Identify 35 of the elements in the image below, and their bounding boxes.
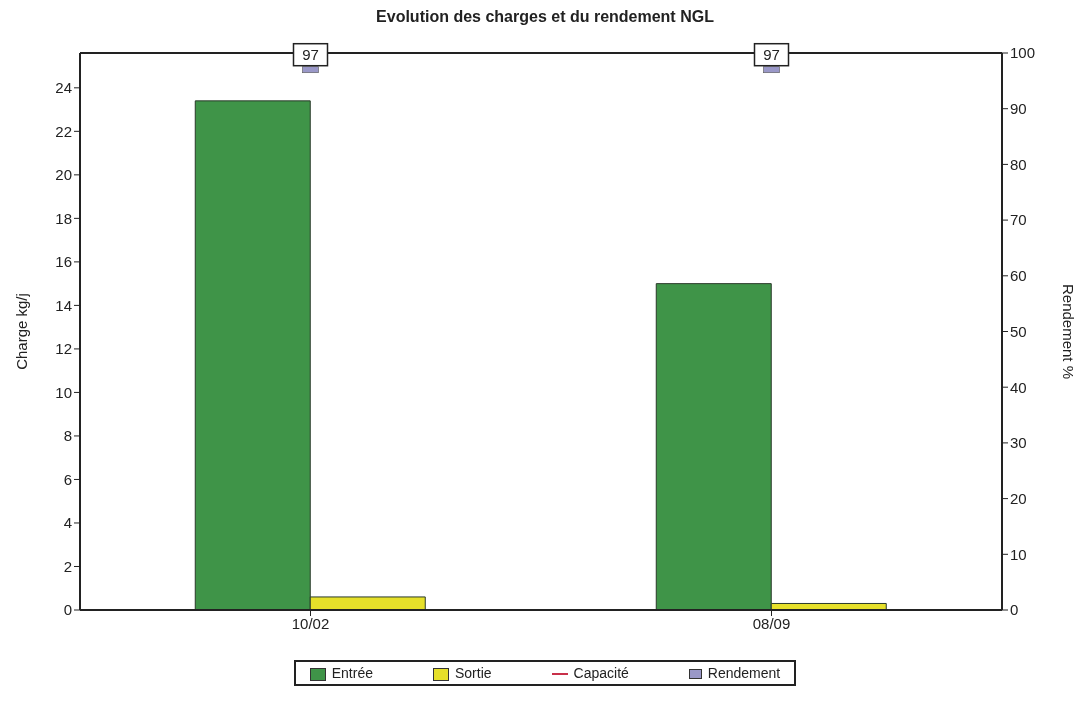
legend-label: Sortie	[454, 665, 492, 681]
y-tick-label: 0	[63, 601, 72, 619]
y2-tick-label: 80	[1010, 155, 1027, 173]
x-tick-label: 08/09	[752, 614, 791, 632]
y-tick-label: 14	[55, 296, 72, 314]
y2-tick-label: 50	[1010, 322, 1027, 340]
y2-axis-title: Rendement %	[1059, 283, 1077, 380]
y-tick-label: 24	[55, 79, 72, 97]
x-tick-label: 10/02	[291, 614, 330, 632]
data-label: 97	[763, 45, 780, 63]
y2-tick-label: 70	[1010, 211, 1027, 229]
y-tick-label: 8	[63, 427, 72, 445]
legend-label: Capacité	[572, 665, 629, 681]
y-tick-label: 20	[55, 166, 72, 184]
y-tick-label: 16	[55, 253, 72, 271]
y-tick-label: 18	[55, 209, 72, 227]
y-axis-title: Charge kg/j	[13, 293, 31, 370]
data-label: 97	[302, 45, 319, 63]
legend-label: Rendement	[706, 665, 781, 681]
chart-title: Evolution des charges et du rendement NGL	[375, 8, 715, 27]
y-tick-label: 4	[63, 514, 72, 532]
y2-tick-label: 0	[1010, 601, 1019, 619]
y-tick-label: 12	[55, 340, 72, 358]
y-tick-label: 10	[55, 383, 72, 401]
y2-tick-label: 30	[1010, 434, 1027, 452]
y2-tick-label: 40	[1010, 378, 1027, 396]
y2-tick-label: 20	[1010, 489, 1027, 507]
y-tick-label: 6	[63, 470, 72, 488]
y2-tick-label: 90	[1010, 100, 1027, 118]
y2-tick-label: 10	[1010, 545, 1027, 563]
y-tick-label: 2	[63, 557, 72, 575]
y-tick-label: 22	[55, 122, 72, 140]
y2-tick-label: 100	[1010, 44, 1036, 62]
legend-label: Entrée	[330, 665, 373, 681]
y2-tick-label: 60	[1010, 267, 1027, 285]
